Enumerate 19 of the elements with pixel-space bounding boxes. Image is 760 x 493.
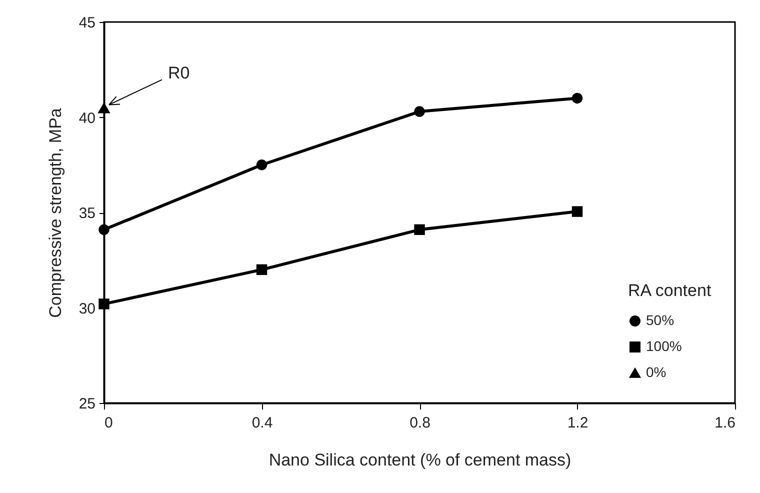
- legend-label: 0%: [646, 364, 666, 380]
- point: [98, 102, 110, 114]
- point: [98, 298, 110, 310]
- y-tick-label: 30: [78, 300, 96, 318]
- legend-label: 50%: [646, 312, 674, 328]
- y-axis-title: Compressive strength, MPa: [46, 108, 65, 318]
- annotation: R0: [168, 64, 190, 83]
- y-tick-label: 25: [78, 396, 96, 412]
- x-tick-label: 0: [104, 414, 113, 432]
- x-tick-label: 1.6: [714, 414, 736, 432]
- y-tick-label: 45: [78, 14, 96, 32]
- legend-label: 100%: [646, 338, 682, 354]
- x-tick-label: 1.2: [567, 414, 588, 432]
- y-tick-label: 40: [78, 110, 96, 127]
- x-tick-label: 0.4: [252, 414, 273, 432]
- x-axis-title: Nano Silica content (% of cement mass): [268, 450, 572, 470]
- legend-title: RA content: [628, 281, 712, 300]
- x-tick-label: 0.8: [410, 414, 430, 432]
- y-tick-label: 35: [78, 205, 96, 222]
